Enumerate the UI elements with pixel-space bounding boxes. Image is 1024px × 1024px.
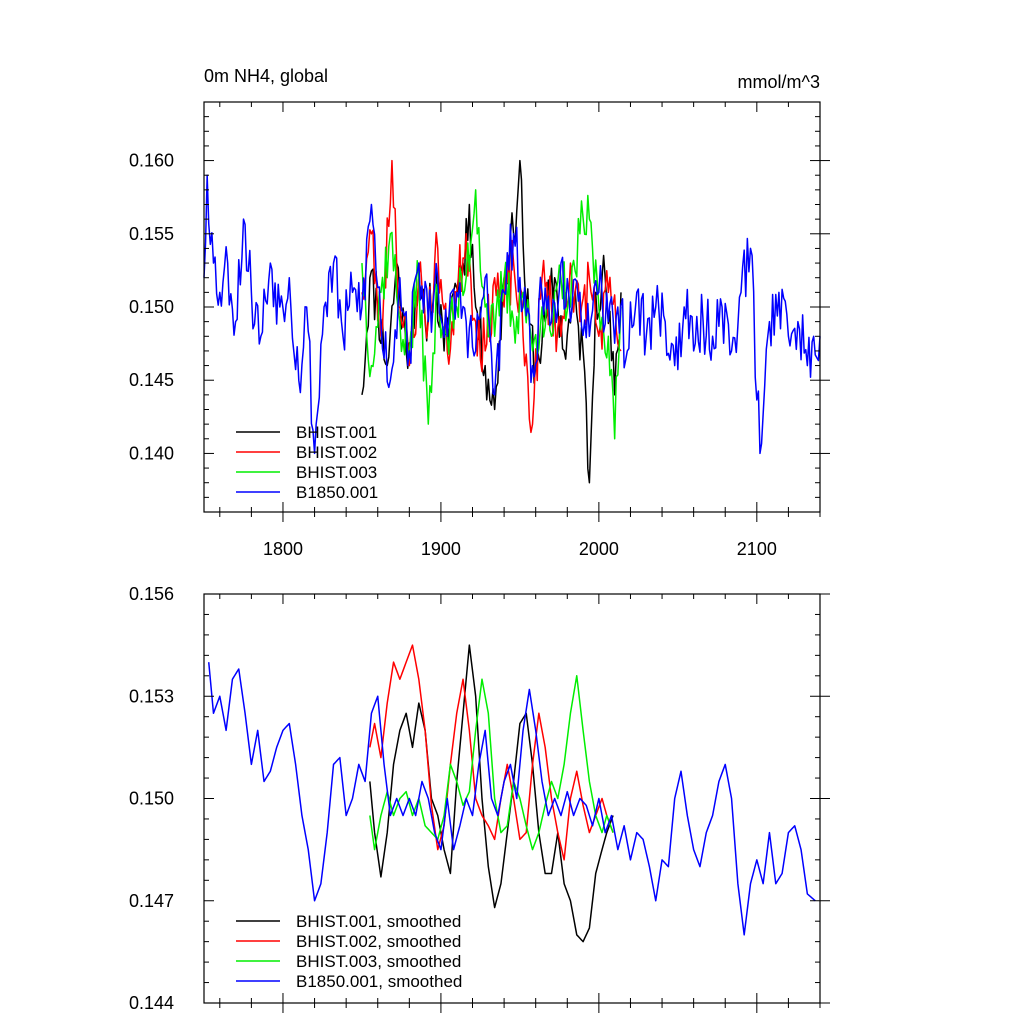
series-line-bhist-003	[361, 189, 622, 440]
legend-label: BHIST.001	[296, 423, 377, 442]
top-panel: 0m NH4, global mmol/m^3 1800 1900 2000 2100…	[129, 66, 830, 559]
series-line-bhist-001-smoothed	[369, 644, 614, 943]
legend-label: BHIST.003	[296, 463, 377, 482]
units-label: mmol/m^3	[738, 72, 820, 92]
x-tick-label: 1900	[421, 539, 461, 559]
legend-label: BHIST.002, smoothed	[296, 932, 461, 951]
legend-label: B1850.001, smoothed	[296, 972, 462, 991]
y-tick-label: 0.150	[129, 789, 174, 809]
y-tick-label: 0.147	[129, 891, 174, 911]
series-line-b1850-001	[203, 174, 821, 455]
bottom-panel: 0.144 0.147 0.150 0.153 0.156 BHIST.001, smo…	[129, 584, 830, 1013]
legend-label: BHIST.003, smoothed	[296, 952, 461, 971]
chart-title: 0m NH4, global	[204, 66, 328, 86]
series-line-bhist-002	[361, 159, 622, 434]
y-tick-label: 0.160	[129, 151, 174, 171]
y-tick-label: 0.144	[129, 993, 174, 1013]
series-line-b1850-001-smoothed	[207, 662, 816, 936]
top-series-group	[203, 159, 821, 484]
x-tick-label: 2100	[737, 539, 777, 559]
y-tick-label: 0.150	[129, 297, 174, 317]
legend-label: BHIST.002	[296, 443, 377, 462]
legend-label: BHIST.001, smoothed	[296, 912, 461, 931]
y-tick-label: 0.156	[129, 584, 174, 604]
top-axis-ticks: 1800 1900 2000 2100 0.140 0.145 0.150 0.155 0.16…	[129, 101, 830, 559]
y-tick-label: 0.155	[129, 224, 174, 244]
top-plot-frame	[203, 101, 821, 513]
y-tick-label: 0.140	[129, 443, 174, 463]
series-line-bhist-002-smoothed	[369, 644, 614, 861]
y-tick-label: 0.145	[129, 370, 174, 390]
bottom-axis-ticks: 0.144 0.147 0.150 0.153 0.156	[129, 584, 830, 1013]
legend-label: B1850.001	[296, 483, 378, 502]
y-tick-label: 0.153	[129, 686, 174, 706]
series-line-bhist-003-smoothed	[369, 675, 614, 851]
x-tick-label: 1800	[263, 539, 303, 559]
x-tick-label: 2000	[579, 539, 619, 559]
bottom-plot-frame	[203, 593, 821, 1004]
bottom-series-group	[207, 644, 816, 943]
